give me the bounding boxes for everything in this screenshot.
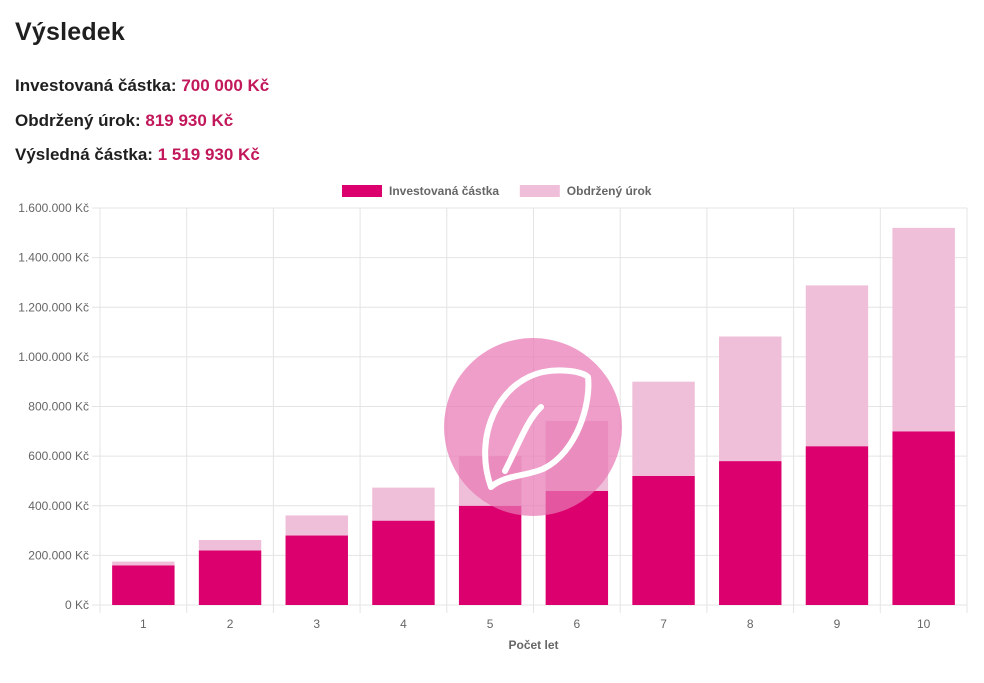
x-tick-label: 6 — [574, 617, 581, 631]
bar-interest — [719, 336, 782, 462]
legend-label-invested: Investovaná částka — [389, 184, 499, 198]
y-tick-label: 1.200.000 Kč — [18, 300, 89, 314]
stat-interest: Obdržený úrok: 819 930 Kč — [15, 111, 233, 131]
y-tick-label: 1.400.000 Kč — [18, 251, 89, 265]
y-tick-label: 800.000 Kč — [28, 400, 89, 414]
x-tick-label: 7 — [660, 617, 667, 631]
bar-invested — [112, 565, 175, 605]
bar-interest — [892, 227, 955, 432]
bar-interest — [285, 515, 348, 536]
bar-interest — [632, 381, 695, 476]
bar-invested — [719, 461, 782, 605]
bar-interest — [805, 285, 869, 447]
chart-axes: 0 Kč 200.000 Kč 400.000 Kč 600.000 Kč 800.00… — [18, 201, 930, 631]
chart-legend: Investovaná částka Obdržený úrok — [342, 184, 652, 198]
logo-leaf-vein — [502, 404, 544, 474]
x-tick-label: 8 — [747, 617, 754, 631]
bar-invested — [892, 431, 955, 605]
bar-interest — [198, 539, 262, 551]
x-tick-label: 5 — [487, 617, 494, 631]
stat-invested-label: Investovaná částka: — [15, 76, 177, 95]
bar-invested — [372, 520, 435, 605]
stat-invested: Investovaná částka: 700 000 Kč — [15, 76, 269, 96]
bar-interest — [372, 487, 435, 521]
page-title: Výsledek — [15, 18, 126, 46]
x-tick-label: 4 — [400, 617, 407, 631]
y-tick-label: 400.000 Kč — [28, 499, 89, 513]
stat-total: Výsledná částka: 1 519 930 Kč — [15, 145, 260, 165]
x-tick-label: 3 — [313, 617, 320, 631]
x-tick-label: 10 — [917, 617, 931, 631]
x-tick-label: 2 — [227, 617, 234, 631]
x-tick-label: 9 — [834, 617, 841, 631]
bar-invested — [805, 446, 869, 605]
y-tick-label: 200.000 Kč — [28, 548, 89, 562]
legend-label-interest: Obdržený úrok — [567, 184, 652, 198]
bar-invested — [285, 535, 348, 605]
bar-invested — [632, 475, 695, 605]
leaf-logo-icon — [444, 338, 622, 516]
logo-circle — [444, 338, 622, 516]
stat-total-value: 1 519 930 Kč — [157, 145, 260, 164]
stat-interest-label: Obdržený úrok: — [15, 111, 141, 130]
legend-swatch-invested — [342, 185, 382, 197]
stat-interest-value: 819 930 Kč — [145, 111, 234, 130]
stat-total-label: Výsledná částka: — [15, 145, 153, 164]
y-tick-label: 1.000.000 Kč — [18, 350, 89, 364]
stat-invested-value: 700 000 Kč — [181, 76, 270, 95]
y-tick-label: 600.000 Kč — [28, 449, 89, 463]
y-tick-label: 0 Kč — [65, 598, 89, 612]
y-tick-label: 1.600.000 Kč — [18, 201, 89, 215]
bar-invested — [458, 505, 522, 605]
bar-interest — [112, 561, 175, 566]
legend-swatch-interest — [519, 185, 560, 197]
x-tick-label: 1 — [140, 617, 147, 631]
x-axis-title: Počet let — [508, 638, 558, 652]
bar-invested — [198, 550, 262, 605]
stacked-bar-chart: 0 Kč 200.000 Kč 400.000 Kč 600.000 Kč 800.00… — [18, 184, 968, 652]
logo-leaf-outline — [482, 367, 592, 490]
